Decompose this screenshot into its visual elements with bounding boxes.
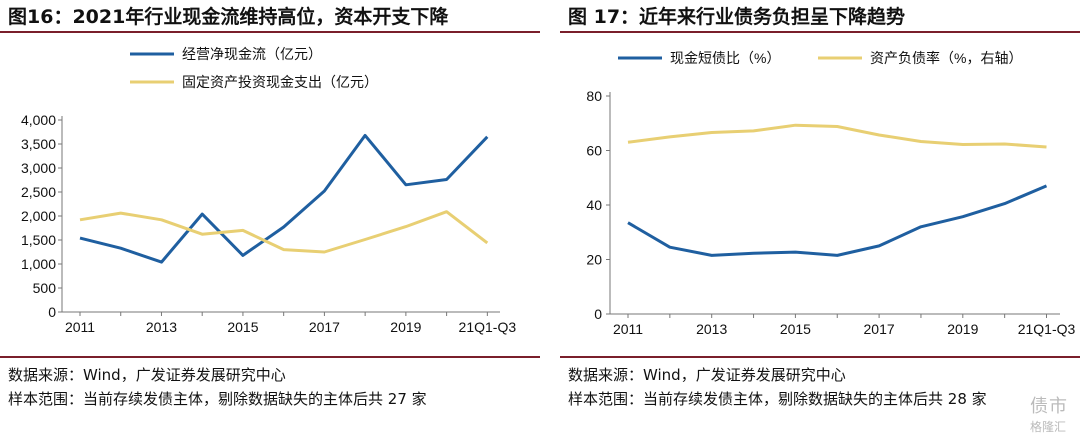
right-bottom-rule [560, 356, 1080, 358]
x-tick-label: 2017 [864, 321, 895, 337]
right-chart-title: 图 17：近年来行业债务负担呈下降趋势 [568, 6, 906, 28]
x-tick-label: 2011 [65, 319, 95, 335]
y-tick-label: 1,500 [21, 232, 56, 248]
y-tick-label: 20 [586, 252, 602, 268]
series-line-1 [627, 184, 1048, 257]
right-top-rule [560, 31, 1080, 33]
x-tick-label: 2013 [146, 319, 177, 335]
left-top-rule [0, 31, 540, 33]
y-tick-label: 1,000 [21, 256, 56, 272]
y-tick-label: 0 [48, 304, 56, 320]
x-tick-label: 2019 [947, 321, 978, 337]
y-tick-label: 4,000 [21, 112, 56, 128]
left-sample-note: 样本范围：当前存续发债主体，剔除数据缺失的主体后共 27 家 [8, 390, 427, 408]
left-chart-panel: 图16：2021年行业现金流维持高位，资本开支下降 经营净现金流（亿元） 固定资产… [0, 6, 540, 408]
x-tick-label: 21Q1-Q3 [459, 319, 517, 335]
y-tick-label: 0 [594, 306, 602, 322]
left-chart-title: 图16：2021年行业现金流维持高位，资本开支下降 [8, 6, 449, 28]
legend-label-1: 经营净现金流（亿元） [182, 46, 322, 62]
x-tick-label: 2019 [390, 319, 421, 335]
watermark-logo: 债市 [1030, 396, 1068, 417]
y-tick-label: 40 [586, 197, 602, 213]
left-data-source: 数据来源：Wind，广发证券发展研究中心 [8, 366, 286, 384]
legend-label-1: 现金短债比（%） [670, 50, 780, 66]
right-line-chart: 现金短债比（%） 资产负债率（%，右轴） 0 20 40 60 80 2011 2013 2015… [586, 50, 1076, 337]
legend-label-2: 固定资产投资现金支出（亿元） [182, 74, 378, 90]
watermark-logo-sub: 格隆汇 [1029, 420, 1066, 434]
right-chart-panel: 图 17：近年来行业债务负担呈下降趋势 现金短债比（%） 资产负债率（%，右轴） 0… [560, 0, 1080, 443]
series-line-2 [79, 210, 489, 254]
x-tick-label: 2015 [227, 319, 258, 335]
series-line-2 [627, 123, 1047, 149]
left-bottom-rule [0, 356, 540, 358]
y-tick-label: 500 [33, 280, 57, 296]
x-tick-label: 2011 [613, 321, 643, 337]
left-line-chart: 经营净现金流（亿元） 固定资产投资现金支出（亿元） 0 500 1,000 1,500 2,… [21, 46, 517, 335]
y-tick-label: 2,500 [21, 184, 56, 200]
series-line-1 [79, 133, 489, 264]
x-tick-label: 2017 [309, 319, 340, 335]
y-tick-label: 80 [586, 88, 602, 104]
right-data-source: 数据来源：Wind，广发证券发展研究中心 [568, 366, 846, 384]
x-tick-label: 2015 [780, 321, 811, 337]
y-tick-label: 3,000 [21, 160, 56, 176]
x-tick-label: 21Q1-Q3 [1018, 321, 1076, 337]
y-tick-label: 2,000 [21, 208, 56, 224]
y-tick-label: 3,500 [21, 136, 56, 152]
y-tick-label: 60 [586, 143, 602, 159]
legend-label-2: 资产负债率（%，右轴） [870, 50, 1022, 66]
x-tick-label: 2013 [696, 321, 727, 337]
right-sample-note: 样本范围：当前存续发债主体，剔除数据缺失的主体后共 28 家 [568, 390, 987, 408]
